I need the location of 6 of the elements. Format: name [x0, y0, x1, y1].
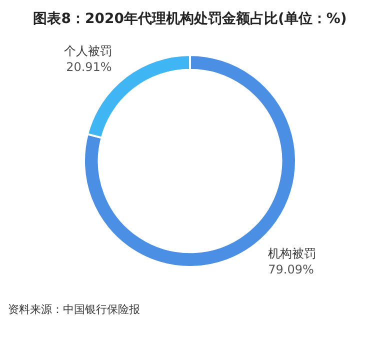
slice-label: 机构被罚 [268, 246, 316, 260]
text: 资料来源：中国银行保险报 [8, 302, 141, 317]
data-label: 79.09% [268, 262, 314, 276]
data-label: 20.91% [66, 60, 112, 74]
chart-title: 图表8：2020年代理机构处罚金额占比(单位：%) [32, 10, 348, 29]
slice-label: 个人被罚 [64, 44, 112, 58]
